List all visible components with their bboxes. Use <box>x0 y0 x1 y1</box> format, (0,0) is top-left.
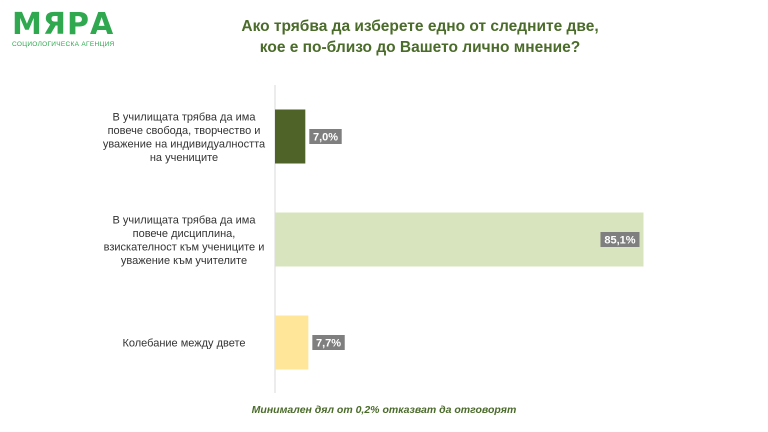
value-label-2: 85,1% <box>604 235 635 247</box>
category-label-1-line-3: уважение на индивидуалността <box>103 138 266 150</box>
category-label-1: В училищата трябва да има повече свобода,… <box>103 111 266 164</box>
chart-title-line-1: Ако трябва да изберете едно от следните … <box>241 18 599 35</box>
category-label-2-line-3: взискателност към учениците и <box>104 241 265 253</box>
category-label-1-line-1: В училищата трябва да има <box>113 111 257 123</box>
logo: МЯРА СОЦИОЛОГИЧЕСКА АГЕНЦИЯ <box>12 7 115 49</box>
value-label-bg-2 <box>600 232 640 247</box>
value-label-1: 7,0% <box>313 132 338 144</box>
category-label-2: В училищата трябва да има повече дисципли… <box>104 214 265 267</box>
value-label-3: 7,7% <box>316 338 341 350</box>
category-label-2-line-2: повече дисциплина, <box>133 228 236 240</box>
category-label-1-line-2: повече свобода, творчество и <box>108 125 261 137</box>
bar-2 <box>275 212 644 267</box>
category-label-1-line-4: на учениците <box>150 152 218 164</box>
bar-3 <box>275 315 309 370</box>
chart-title: Ако трябва да изберете едно от следните … <box>150 16 690 58</box>
bar-1 <box>275 109 306 164</box>
logo-name: МЯРА <box>12 7 115 42</box>
logo-subtitle: СОЦИОЛОГИЧЕСКА АГЕНЦИЯ <box>12 41 115 48</box>
category-label-3-line-1: Колебание между двете <box>122 338 245 350</box>
category-label-2-line-4: уважение към учителите <box>121 255 247 267</box>
footnote: Минимален дял от 0,2% отказват да отгово… <box>251 404 517 416</box>
value-label-bg-3 <box>312 335 345 350</box>
category-label-3: Колебание между двете <box>122 338 245 350</box>
chart-title-line-2: кое е по-близо до Вашето лично мнение? <box>259 39 581 56</box>
value-label-bg-1 <box>309 129 342 144</box>
category-label-2-line-1: В училищата трябва да има <box>113 214 257 226</box>
